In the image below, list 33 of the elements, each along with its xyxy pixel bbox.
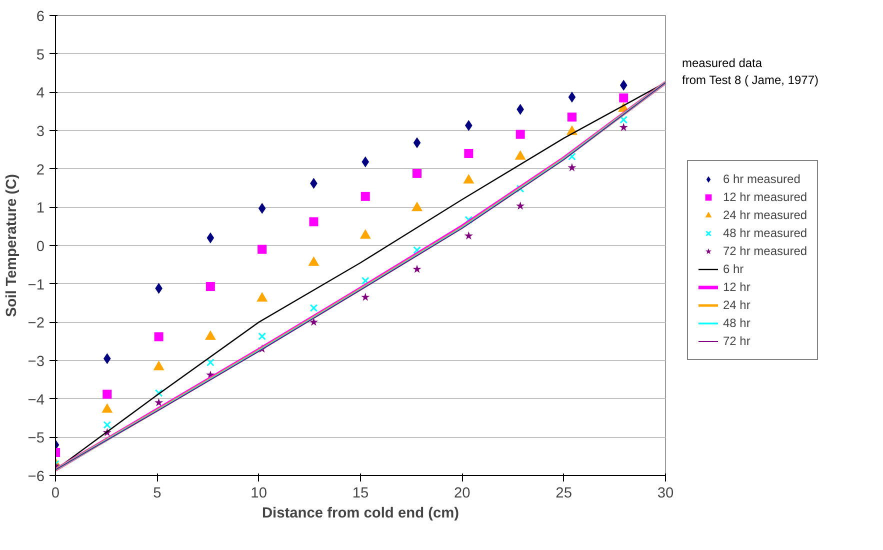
text: measured data from Test 8 ( Jame, 1977) (682, 55, 818, 90)
y-tick-label: −5 (28, 430, 45, 447)
x-tick-label: 25 (556, 486, 572, 502)
y-tick-label: 4 (36, 86, 45, 102)
legend-label: 48 hr (723, 315, 750, 331)
legend-label: 48 hr measured (723, 225, 808, 241)
y-tick-label: −4 (28, 392, 45, 408)
y-tick-label: −3 (28, 354, 45, 370)
x-axis-title: Distance from cold end (cm) (262, 506, 460, 522)
y-tick-label: 5 (36, 47, 45, 64)
y-tick-label: −1 (28, 277, 45, 294)
legend-label: 72 hr measured (723, 243, 808, 259)
y-tick-label: 0 (36, 239, 45, 255)
x-tick-label: 10 (250, 486, 267, 502)
legend-label: 12 hr measured (723, 189, 808, 205)
y-tick-label: −2 (28, 316, 45, 332)
legend-label: 24 hr (723, 297, 750, 313)
y-tick-label: 3 (36, 124, 45, 140)
y-tick-label: −6 (28, 469, 45, 485)
y-tick-label: 2 (36, 162, 45, 178)
x-tick-label: 0 (51, 486, 60, 502)
x-tick-label: 30 (657, 486, 674, 502)
x-tick-label: 5 (153, 486, 162, 502)
y-tick-label: 1 (36, 200, 45, 217)
legend-label: 6 hr (723, 261, 744, 277)
x-tick-label: 20 (454, 486, 470, 502)
legend-label: 6 hr measured (723, 171, 800, 187)
y-axis-title: Soil Temperature (C) (4, 174, 20, 318)
x-tick-label: 15 (352, 486, 369, 502)
legend-label: 12 hr (723, 279, 750, 295)
legend-label: 72 hr (723, 333, 750, 349)
y-tick-label: 6 (36, 9, 45, 25)
legend-label: 24 hr measured (723, 207, 808, 223)
